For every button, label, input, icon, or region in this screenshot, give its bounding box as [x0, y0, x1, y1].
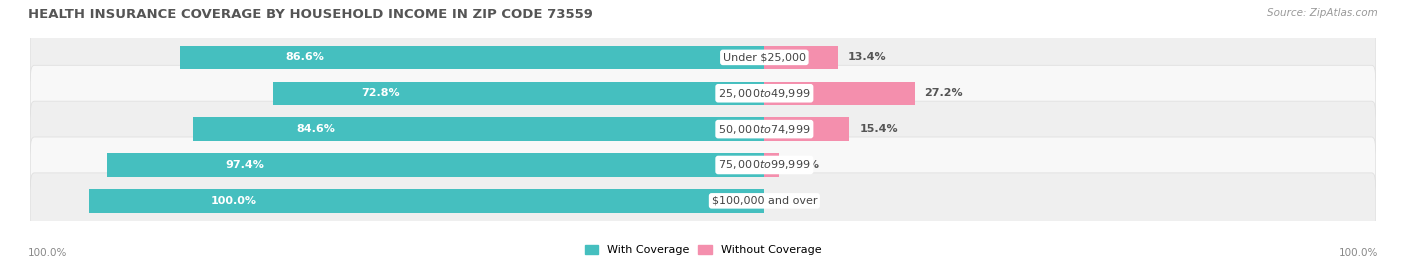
Text: HEALTH INSURANCE COVERAGE BY HOUSEHOLD INCOME IN ZIP CODE 73559: HEALTH INSURANCE COVERAGE BY HOUSEHOLD I…	[28, 8, 593, 21]
FancyBboxPatch shape	[31, 137, 1375, 193]
Text: $50,000 to $74,999: $50,000 to $74,999	[718, 123, 811, 136]
Text: 84.6%: 84.6%	[297, 124, 335, 134]
FancyBboxPatch shape	[31, 173, 1375, 229]
Text: 100.0%: 100.0%	[211, 196, 257, 206]
Bar	[180, 46, 765, 69]
Bar	[765, 118, 849, 141]
Text: 86.6%: 86.6%	[285, 52, 323, 62]
Text: 13.4%: 13.4%	[848, 52, 887, 62]
Bar	[90, 189, 765, 213]
Bar	[107, 153, 765, 177]
Legend: With Coverage, Without Coverage: With Coverage, Without Coverage	[585, 245, 821, 255]
Text: 72.8%: 72.8%	[361, 88, 401, 98]
Text: 2.6%: 2.6%	[789, 160, 820, 170]
Text: 27.2%: 27.2%	[924, 88, 963, 98]
Text: 100.0%: 100.0%	[1339, 248, 1378, 258]
Text: Source: ZipAtlas.com: Source: ZipAtlas.com	[1267, 8, 1378, 18]
Text: 15.4%: 15.4%	[859, 124, 898, 134]
Text: $75,000 to $99,999: $75,000 to $99,999	[718, 158, 811, 171]
Bar	[765, 46, 838, 69]
Bar	[194, 118, 765, 141]
Text: 97.4%: 97.4%	[225, 160, 264, 170]
Bar	[765, 82, 914, 105]
FancyBboxPatch shape	[31, 65, 1375, 121]
Bar	[765, 153, 779, 177]
Text: $25,000 to $49,999: $25,000 to $49,999	[718, 87, 811, 100]
Text: 0.0%: 0.0%	[775, 196, 804, 206]
Bar	[273, 82, 765, 105]
FancyBboxPatch shape	[31, 101, 1375, 157]
Text: $100,000 and over: $100,000 and over	[711, 196, 817, 206]
Text: 100.0%: 100.0%	[28, 248, 67, 258]
Text: Under $25,000: Under $25,000	[723, 52, 806, 62]
FancyBboxPatch shape	[31, 29, 1375, 85]
